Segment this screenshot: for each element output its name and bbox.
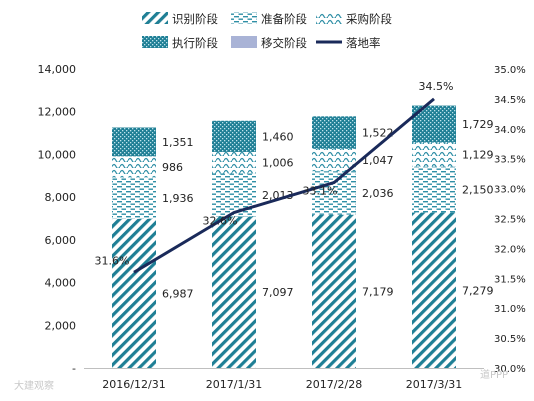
legend-label: 执行阶段 xyxy=(172,36,218,50)
bar-label-exec: 1,460 xyxy=(262,130,294,143)
legend-item: 移交阶段 xyxy=(231,36,307,50)
watermark-right: 道PPP xyxy=(480,368,508,381)
bar-prep xyxy=(312,171,356,215)
bar-series xyxy=(112,105,456,368)
legend-label: 准备阶段 xyxy=(261,12,307,26)
bar-label-proc: 986 xyxy=(162,161,183,174)
bar-exec xyxy=(212,120,256,152)
left-axis: - 2,000 4,000 6,000 8,000 10,000 12,000 14,000 xyxy=(38,63,77,375)
right-tick-label: 33.0% xyxy=(494,185,526,196)
x-tick-label: 2016/12/31 xyxy=(102,378,165,391)
bar-proc xyxy=(312,148,356,172)
watermark-left: 大建观察 xyxy=(14,379,54,392)
bar-ident xyxy=(412,212,456,368)
line-label: 32.6% xyxy=(203,215,238,228)
left-tick-label: 6,000 xyxy=(45,234,77,247)
bar-label-exec: 1,522 xyxy=(362,127,394,140)
x-tick-label: 2017/2/28 xyxy=(306,378,362,391)
right-tick-label: 32.0% xyxy=(494,244,526,255)
legend-swatch xyxy=(142,36,168,48)
legend-swatch xyxy=(231,36,257,48)
legend-item: 采购阶段 xyxy=(316,12,392,26)
left-tick-label: 2,000 xyxy=(45,319,77,332)
legend-label: 采购阶段 xyxy=(346,12,392,26)
bar-prep xyxy=(112,177,156,219)
left-tick-label: 10,000 xyxy=(38,148,77,161)
bar-label-ident: 7,097 xyxy=(262,286,294,299)
x-axis: 2016/12/31 2017/1/31 2017/2/28 2017/3/31 xyxy=(84,368,484,391)
legend-swatch xyxy=(316,12,342,24)
bar-data-labels: 6,987 1,936 986 1,351 7,097 2,013 1,006 1,460 7,… xyxy=(162,118,494,300)
right-tick-label: 30.0% xyxy=(494,364,526,375)
left-tick-label: 8,000 xyxy=(45,191,77,204)
legend-item: 落地率 xyxy=(316,36,381,50)
legend-item: 准备阶段 xyxy=(231,12,307,26)
line-path xyxy=(133,97,435,274)
bar-proc xyxy=(412,142,456,167)
right-axis: 30.0% 30.5% 31.0% 31.5% 32.0% 32.5% 33.0% 33.5%… xyxy=(494,65,526,375)
legend-label: 识别阶段 xyxy=(172,12,218,26)
legend-label: 移交阶段 xyxy=(261,36,307,50)
legend-swatch xyxy=(142,12,168,24)
right-tick-label: 30.5% xyxy=(494,334,526,345)
right-tick-label: 33.5% xyxy=(494,155,526,166)
right-tick-label: 31.0% xyxy=(494,304,526,315)
legend-item: 识别阶段 xyxy=(142,12,218,26)
left-tick-label: 12,000 xyxy=(38,106,77,119)
bar-label-prep: 2,013 xyxy=(262,189,294,202)
right-tick-label: 35.0% xyxy=(494,65,526,76)
line-label: 31.6% xyxy=(95,254,130,267)
bar-prep xyxy=(412,166,456,213)
legend-label: 落地率 xyxy=(346,36,381,50)
bar-label-exec: 1,351 xyxy=(162,136,194,149)
bar-label-ident: 7,179 xyxy=(362,285,394,298)
x-tick-label: 2017/1/31 xyxy=(206,378,262,391)
bar-label-proc: 1,047 xyxy=(362,154,394,167)
x-tick-label: 2017/3/31 xyxy=(406,378,462,391)
bar-label-proc: 1,129 xyxy=(462,149,494,162)
bar-prep xyxy=(212,173,256,217)
right-tick-label: 32.5% xyxy=(494,215,526,226)
legend-swatch xyxy=(231,12,257,24)
legend-item: 执行阶段 xyxy=(142,36,218,50)
bar-exec xyxy=(112,127,156,157)
bar-label-ident: 7,279 xyxy=(462,284,494,297)
right-tick-label: 34.0% xyxy=(494,125,526,136)
line-label: 33.1% xyxy=(303,185,338,198)
left-tick-label: - xyxy=(72,362,76,375)
line-label: 34.5% xyxy=(419,80,454,93)
bar-label-prep: 2,150 xyxy=(462,184,494,197)
right-tick-label: 34.5% xyxy=(494,95,526,106)
bar-ident xyxy=(112,218,156,368)
bar-ident xyxy=(312,214,356,368)
bar-proc xyxy=(212,151,256,174)
line-series: 31.6% 32.6% 33.1% 34.5% xyxy=(95,80,454,274)
bar-ident xyxy=(212,216,256,368)
bar-label-prep: 2,036 xyxy=(362,187,394,200)
right-tick-label: 31.5% xyxy=(494,274,526,285)
left-tick-label: 4,000 xyxy=(45,277,77,290)
bar-label-proc: 1,006 xyxy=(262,157,294,170)
bar-proc xyxy=(112,156,156,178)
bar-label-exec: 1,729 xyxy=(462,118,494,131)
left-tick-label: 14,000 xyxy=(38,63,77,76)
bar-label-prep: 1,936 xyxy=(162,192,194,205)
bar-exec xyxy=(312,116,356,149)
bar-label-ident: 6,987 xyxy=(162,287,194,300)
